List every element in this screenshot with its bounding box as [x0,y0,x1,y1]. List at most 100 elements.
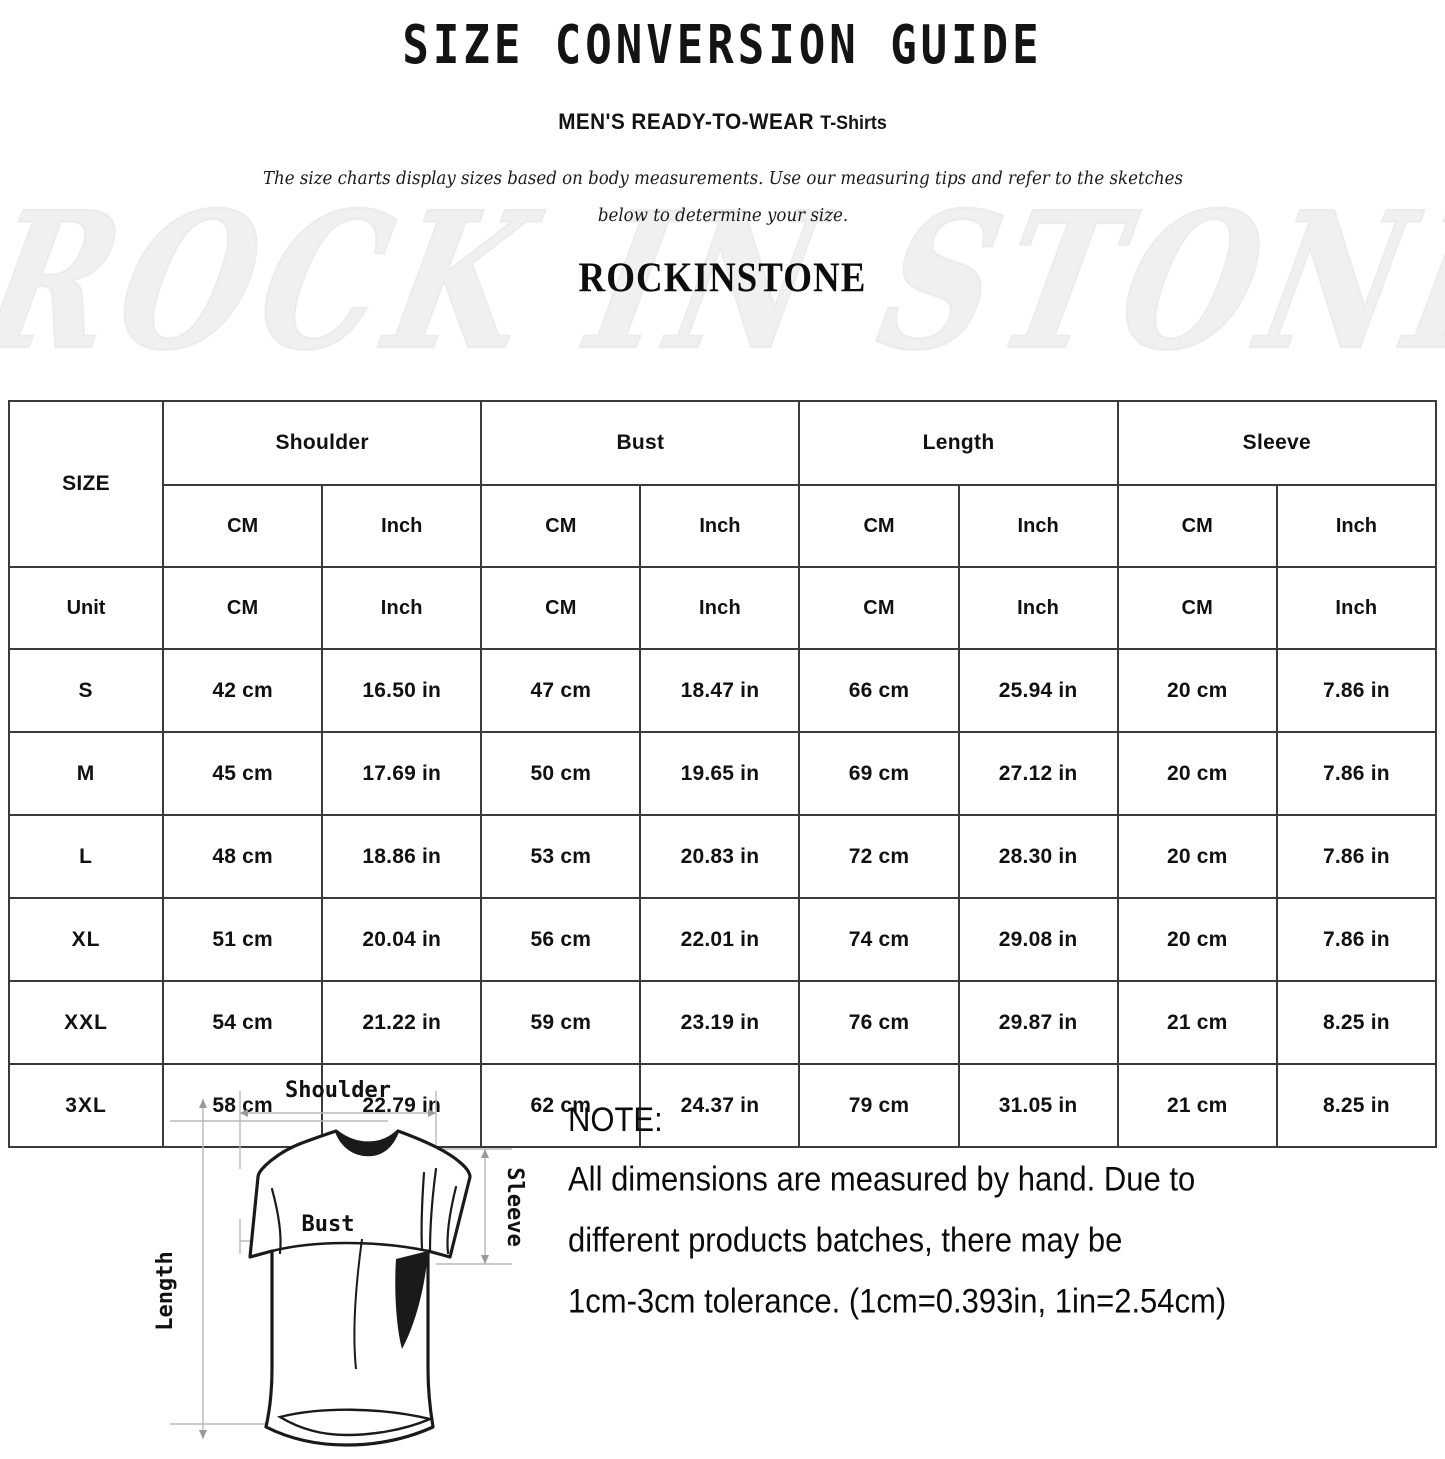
table-row: L 48 cm 18.86 in 53 cm 20.83 in 72 cm 28… [7,814,1438,899]
cell: CM [480,566,642,650]
row-label-xxl: XXL [7,980,165,1065]
tshirt-hem [276,1408,434,1437]
cell: 20 cm [1116,897,1278,982]
cell: 18.47 in [639,648,801,733]
cell: Inch [957,566,1119,650]
header-size: SIZE [7,400,165,568]
cell: 51 cm [162,897,324,982]
row-label-xl: XL [7,897,165,982]
cell: 54 cm [162,980,324,1065]
header-unit-sleeve-inch: Inch [1275,484,1438,568]
subtitle-main: MEN'S READY-TO-WEAR [558,109,821,134]
cell: 66 cm [798,648,960,733]
cell: 21 cm [1116,980,1278,1065]
header-unit-length-inch: Inch [957,484,1119,568]
table-body: Unit CM Inch CM Inch CM Inch CM Inch S 4… [7,566,1438,1148]
header-group-sleeve: Sleeve [1116,400,1438,486]
cell: 29.08 in [957,897,1119,982]
cell: 21 cm [1116,1063,1278,1148]
tshirt-diagram-svg: Shoulder Bust Sleeve Length [153,1078,527,1447]
cell: CM [162,566,324,650]
cell: CM [798,566,960,650]
subtitle-product: T-Shirts [820,113,887,134]
note-line-3: 1cm-3cm tolerance. (1cm=0.393in, 1in=2.5… [568,1281,1227,1321]
cell: 7.86 in [1275,897,1438,982]
row-label-s: S [7,648,165,733]
header-unit-shoulder-cm: CM [162,484,324,568]
table-row: 3XL 58 cm 22.79 in 62 cm 24.37 in 79 cm … [7,1063,1438,1148]
page-subtitle: MEN'S READY-TO-WEAR T-Shirts [43,109,1401,135]
cell: 28.30 in [957,814,1119,899]
cell: 20 cm [1116,814,1278,899]
header-unit-shoulder-inch: Inch [321,484,483,568]
cell: 20.83 in [639,814,801,899]
header-group-shoulder: Shoulder [162,400,483,486]
diagram-label-shoulder: Shoulder [285,1078,391,1103]
cell: 16.50 in [321,648,483,733]
row-label-unit: Unit [7,566,165,650]
diagram-label-bust: Bust [302,1212,355,1237]
description-line-1: The size charts display sizes based on b… [262,169,1183,189]
cell: 59 cm [480,980,642,1065]
table-row: XXL 54 cm 21.22 in 59 cm 23.19 in 76 cm … [7,980,1438,1065]
cell: 76 cm [798,980,960,1065]
header-unit-sleeve-cm: CM [1116,484,1278,568]
tshirt-collar [334,1130,400,1157]
cell: 18.86 in [321,814,483,899]
cell: 29.87 in [957,980,1119,1065]
cell: 62 cm [480,1063,642,1148]
cell: 31.05 in [957,1063,1119,1148]
cell: 8.25 in [1275,1063,1438,1148]
cell: 56 cm [480,897,642,982]
table-row: M 45 cm 17.69 in 50 cm 19.65 in 69 cm 27… [7,731,1438,816]
note-section: NOTE: All dimensions are measured by han… [568,1100,1428,1345]
note-line-2: different products batches, there may be [568,1220,1123,1260]
size-conversion-table: SIZE Shoulder Bust Length Sleeve CM Inch… [7,400,1438,1148]
diagram-label-length: Length [153,1251,178,1330]
cell: 45 cm [162,731,324,816]
cell: 17.69 in [321,731,483,816]
cell: 24.37 in [639,1063,801,1148]
cell: 72 cm [798,814,960,899]
cell: 48 cm [162,814,324,899]
header-unit-bust-cm: CM [480,484,642,568]
cell: 53 cm [480,814,642,899]
cell: 69 cm [798,731,960,816]
cell: 50 cm [480,731,642,816]
cell: 19.65 in [639,731,801,816]
cell: 27.12 in [957,731,1119,816]
table-row: Unit CM Inch CM Inch CM Inch CM Inch [7,566,1438,650]
tshirt-center-fold [353,1238,363,1370]
cell: 8.25 in [1275,980,1438,1065]
diagram-label-sleeve: Sleeve [502,1167,527,1246]
cell: 21.22 in [321,980,483,1065]
header-unit-bust-inch: Inch [639,484,801,568]
cell: 74 cm [798,897,960,982]
note-line-1: All dimensions are measured by hand. Due… [568,1159,1196,1199]
cell: 47 cm [480,648,642,733]
cell: Inch [321,566,483,650]
page-title: SIZE CONVERSION GUIDE [402,14,1043,77]
note-title: NOTE: [568,1100,663,1139]
table-unit-header-row: CM Inch CM Inch CM Inch CM Inch [9,484,1438,568]
header-unit-length-cm: CM [798,484,960,568]
size-table-container: SIZE Shoulder Bust Length Sleeve CM Inch… [7,400,1438,1148]
cell: CM [1116,566,1278,650]
cell: Inch [1275,566,1438,650]
row-label-3xl: 3XL [7,1063,165,1148]
dimension-arrowheads [199,1099,489,1439]
page-description: The size charts display sizes based on b… [248,161,1198,235]
cell: 79 cm [798,1063,960,1148]
cell: 25.94 in [957,648,1119,733]
bust-line [271,1241,429,1253]
row-label-m: M [7,731,165,816]
cell: 42 cm [162,648,324,733]
description-line-2: below to determine your size. [597,205,848,226]
cell: 20 cm [1116,648,1278,733]
row-label-l: L [7,814,165,899]
tshirt-measurement-diagram: Shoulder Bust Sleeve Length [140,1069,540,1454]
tshirt-side-shadow [395,1251,428,1349]
table-row: XL 51 cm 20.04 in 56 cm 22.01 in 74 cm 2… [7,897,1438,982]
table-group-header-row: SIZE Shoulder Bust Length Sleeve [7,400,1438,568]
cell: 20 cm [1116,731,1278,816]
